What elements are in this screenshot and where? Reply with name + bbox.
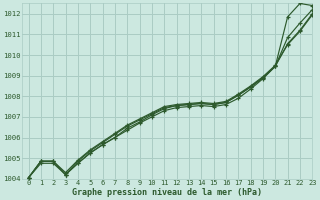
X-axis label: Graphe pression niveau de la mer (hPa): Graphe pression niveau de la mer (hPa) bbox=[72, 188, 262, 197]
